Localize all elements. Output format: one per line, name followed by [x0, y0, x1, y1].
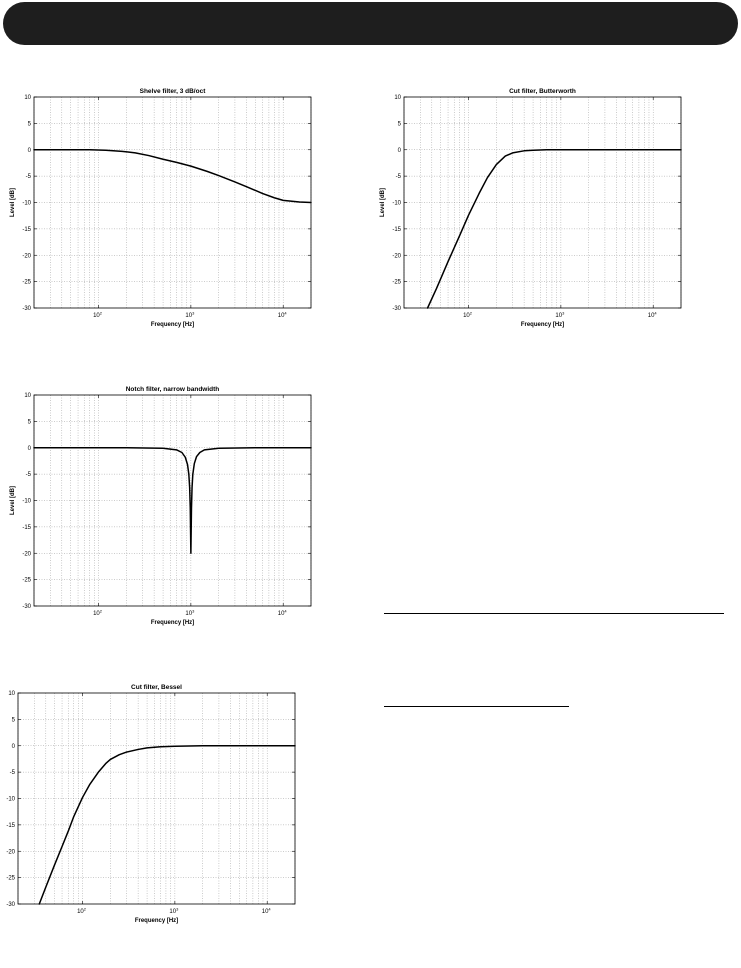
y-tick-label: 5: [28, 419, 32, 425]
y-tick-label: 10: [24, 95, 31, 101]
y-tick-label: -20: [22, 551, 31, 557]
x-tick-label: 103: [169, 907, 179, 916]
y-axis-label: Level [dB]: [10, 486, 16, 515]
y-tick-label: 10: [8, 691, 15, 697]
x-axis-label: Frequency [Hz]: [521, 322, 564, 328]
y-tick-label: -30: [6, 902, 15, 908]
chart-cut-filter-bessel: 10 5 0 -5 -10 -15 -20 -25 -30 102 103 104 Cut filter…: [0, 679, 301, 928]
y-tick-label: 10: [394, 95, 401, 101]
grid: [17, 693, 296, 904]
series-line: [38, 745, 296, 905]
y-tick-label: -20: [392, 253, 401, 259]
chart-svg: 10 5 0 -5 -10 -15 -20 -25 -30 102 103 104 Cut filter…: [6, 684, 296, 924]
x-tick-label: 104: [278, 311, 288, 320]
y-tick-label: -15: [22, 227, 31, 233]
y-tick-label: -15: [392, 227, 401, 233]
y-tick-label: -10: [392, 201, 401, 207]
x-tick-label: 103: [555, 311, 565, 320]
x-tick-label: 104: [278, 609, 288, 618]
y-tick-label: 0: [12, 744, 16, 750]
grid: [33, 395, 312, 606]
y-tick-label: -15: [22, 525, 31, 531]
x-axis-label: Frequency [Hz]: [135, 918, 178, 924]
x-tick-label: 103: [185, 609, 195, 618]
y-tick-label: -25: [6, 876, 15, 882]
y-tick-label: 10: [24, 393, 31, 399]
y-tick-label: -10: [22, 201, 31, 207]
y-tick-label: -25: [22, 280, 31, 286]
series-line: [426, 149, 682, 309]
x-tick-label: 102: [463, 311, 473, 320]
chart-svg: 10 5 0 -5 -10 -15 -20 -25 -30 102 103 104 Shelve fil…: [10, 88, 312, 328]
x-tick-label: 103: [185, 311, 195, 320]
chart-notch-filter: 10 5 0 -5 -10 -15 -20 -25 -30 102 103 104 Notch filt…: [4, 381, 317, 630]
chart-title: Cut filter, Butterworth: [509, 88, 576, 95]
chart-title: Notch filter, narrow bandwidth: [126, 386, 220, 393]
y-tick-label: 5: [12, 717, 16, 723]
chart-shelve-filter: 10 5 0 -5 -10 -15 -20 -25 -30 102 103 104 Shelve fil…: [4, 83, 317, 332]
x-tick-label: 102: [77, 907, 87, 916]
y-tick-label: -20: [22, 253, 31, 259]
divider-rule-long: [384, 613, 724, 614]
series-line: [33, 447, 312, 554]
y-tick-label: -10: [22, 499, 31, 505]
x-axis-label: Frequency [Hz]: [151, 322, 194, 328]
y-tick-label: -5: [396, 174, 402, 180]
y-axis-label: Level [dB]: [380, 188, 386, 217]
y-tick-label: -25: [392, 280, 401, 286]
chart-cut-filter-butterworth: 10 5 0 -5 -10 -15 -20 -25 -30 102 103 104 Cut filter…: [374, 83, 687, 332]
divider-rule-short: [384, 706, 569, 707]
y-tick-label: 0: [398, 148, 402, 154]
y-tick-label: -20: [6, 849, 15, 855]
y-axis-label: Level [dB]: [10, 188, 16, 217]
y-tick-label: -5: [26, 472, 32, 478]
y-tick-label: -30: [22, 306, 31, 312]
y-tick-label: -10: [6, 797, 15, 803]
chart-svg: 10 5 0 -5 -10 -15 -20 -25 -30 102 103 104 Cut filter…: [380, 88, 682, 328]
x-axis-label: Frequency [Hz]: [151, 620, 194, 626]
y-tick-label: -15: [6, 823, 15, 829]
y-tick-label: 0: [28, 446, 32, 452]
y-tick-label: -25: [22, 578, 31, 584]
y-tick-label: 5: [398, 121, 402, 127]
header-bar: [3, 2, 738, 45]
x-tick-label: 102: [93, 311, 103, 320]
y-tick-label: 0: [28, 148, 32, 154]
x-tick-label: 102: [93, 609, 103, 618]
y-tick-label: -30: [392, 306, 401, 312]
grid: [33, 97, 312, 308]
x-tick-label: 104: [648, 311, 658, 320]
chart-title: Cut filter, Bessel: [131, 684, 182, 691]
y-tick-label: 5: [28, 121, 32, 127]
y-tick-label: -5: [26, 174, 32, 180]
y-tick-label: -30: [22, 604, 31, 610]
series-line: [33, 149, 312, 204]
chart-svg: 10 5 0 -5 -10 -15 -20 -25 -30 102 103 104 Notch filt…: [10, 386, 312, 626]
y-tick-label: -5: [10, 770, 16, 776]
grid: [403, 97, 682, 308]
x-tick-label: 104: [262, 907, 272, 916]
chart-title: Shelve filter, 3 dB/oct: [140, 88, 207, 95]
